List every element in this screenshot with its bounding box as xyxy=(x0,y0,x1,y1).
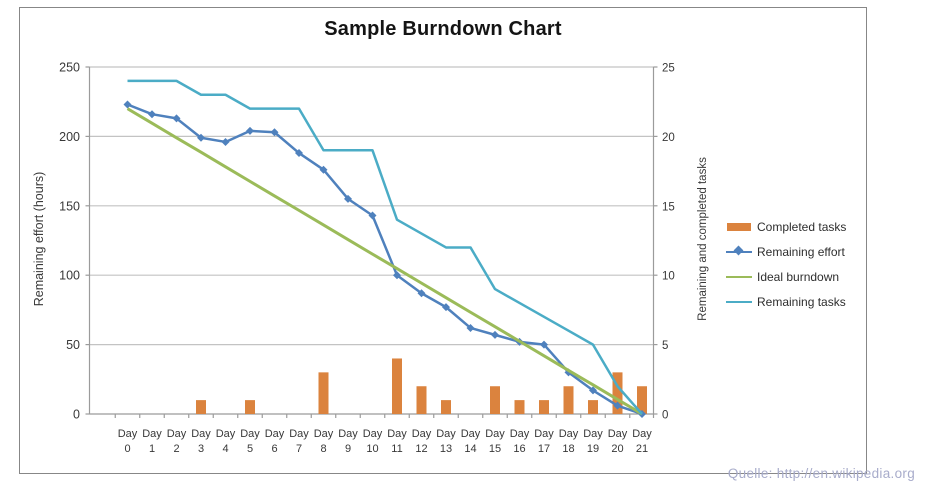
legend: Completed tasks Remaining effort Ideal b… xyxy=(726,214,876,314)
left-tick-label: 150 xyxy=(59,199,80,213)
remaining-effort-marker xyxy=(613,401,622,410)
bar-completed-tasks xyxy=(392,358,402,414)
right-tick-label: 15 xyxy=(662,201,675,213)
remaining-effort-marker xyxy=(442,303,450,312)
remaining-effort-marker xyxy=(295,149,303,158)
x-tick-label: Day 8 xyxy=(314,428,334,455)
legend-item-remaining-tasks: Remaining tasks xyxy=(726,289,876,314)
remaining-effort-marker xyxy=(368,211,377,220)
x-tick-label: Day 19 xyxy=(583,428,603,455)
left-tick-label: 100 xyxy=(59,269,80,283)
remaining-tasks-swatch-icon xyxy=(726,295,752,309)
bar-completed-tasks xyxy=(539,400,549,414)
x-tick-label: Day 21 xyxy=(632,428,652,455)
right-tick-label: 10 xyxy=(662,271,675,283)
chart-title: Sample Burndown Chart xyxy=(324,18,562,40)
legend-label: Remaining tasks xyxy=(757,294,846,309)
remaining-effort-marker xyxy=(540,340,548,349)
remaining-effort-marker xyxy=(148,110,156,119)
remaining-effort-marker xyxy=(172,114,181,123)
remaining-effort-line xyxy=(127,103,643,416)
x-tick-label: Day 0 xyxy=(118,428,138,455)
x-tick-label: Day 4 xyxy=(216,428,236,455)
bar-completed-tasks xyxy=(245,400,255,414)
remaining-effort-marker xyxy=(466,323,475,332)
remaining-effort-marker xyxy=(197,133,205,142)
bar-completed-tasks xyxy=(416,386,427,414)
x-tick-label: Day 7 xyxy=(289,428,309,455)
legend-item-completed-tasks: Completed tasks xyxy=(726,214,876,239)
x-tick-label: Day 14 xyxy=(461,428,481,455)
x-tick-label: Day 1 xyxy=(142,428,162,455)
remaining-effort-swatch-icon xyxy=(726,245,752,259)
remaining-effort-marker xyxy=(589,386,597,395)
x-tick-label: Day 12 xyxy=(412,428,432,455)
remaining-effort-marker xyxy=(123,100,132,109)
right-tick-label: 20 xyxy=(662,132,675,144)
left-tick-label: 250 xyxy=(59,61,80,75)
legend-item-ideal-burndown: Ideal burndown xyxy=(726,264,876,289)
chart-frame xyxy=(19,7,867,474)
legend-label: Remaining effort xyxy=(757,244,845,259)
x-tick-label: Day 17 xyxy=(534,428,554,455)
x-tick-label: Day 15 xyxy=(485,428,505,455)
x-tick-label: Day 6 xyxy=(265,428,285,455)
right-axis-title: Remaining and completed tasks xyxy=(697,157,709,321)
bar-completed-tasks xyxy=(637,386,647,414)
source-note: Quelle: http://en.wikipedia.org xyxy=(727,466,915,481)
legend-item-remaining-effort: Remaining effort xyxy=(726,239,876,264)
remaining-effort-marker xyxy=(270,128,279,137)
x-tick-label: Day 20 xyxy=(608,428,628,455)
bar-completed-tasks xyxy=(588,400,598,414)
remaining-effort-marker xyxy=(246,126,254,135)
left-axis-title: Remaining effort (hours) xyxy=(32,171,46,307)
completed-tasks-swatch-icon xyxy=(726,220,752,234)
x-tick-label: Day 5 xyxy=(240,428,260,455)
x-tick-label: Day 2 xyxy=(167,428,187,455)
x-tick-label: Day 18 xyxy=(559,428,579,455)
remaining-effort-marker xyxy=(344,194,352,203)
bar-completed-tasks xyxy=(196,400,206,414)
x-tick-label: Day 11 xyxy=(387,428,407,455)
left-tick-label: 0 xyxy=(73,408,80,422)
ideal-burndown-line xyxy=(126,107,643,416)
right-tick-label: 0 xyxy=(662,410,668,422)
bar-completed-tasks xyxy=(441,400,451,414)
right-tick-label: 25 xyxy=(662,63,675,75)
x-tick-label: Day 9 xyxy=(338,428,358,455)
bar-completed-tasks xyxy=(563,386,574,414)
x-tick-label: Day 10 xyxy=(363,428,383,455)
right-tick-label: 5 xyxy=(662,340,668,352)
left-tick-label: 50 xyxy=(66,338,80,352)
left-tick-label: 200 xyxy=(59,130,80,144)
remaining-effort-marker xyxy=(221,137,230,146)
bar-completed-tasks xyxy=(490,386,500,414)
remaining-effort-marker xyxy=(319,165,328,174)
bar-completed-tasks xyxy=(318,372,329,414)
remaining-tasks-line xyxy=(127,79,643,415)
x-tick-label: Day 3 xyxy=(191,428,211,455)
legend-label: Completed tasks xyxy=(757,219,847,234)
bar-completed-tasks xyxy=(612,372,623,414)
remaining-effort-marker xyxy=(491,330,499,339)
legend-label: Ideal burndown xyxy=(757,269,840,284)
x-tick-label: Day 16 xyxy=(510,428,530,455)
bar-completed-tasks xyxy=(514,400,525,414)
ideal-burndown-swatch-icon xyxy=(726,270,752,284)
remaining-effort-marker xyxy=(393,271,401,280)
remaining-effort-marker xyxy=(417,289,426,298)
x-tick-label: Day 13 xyxy=(436,428,456,455)
